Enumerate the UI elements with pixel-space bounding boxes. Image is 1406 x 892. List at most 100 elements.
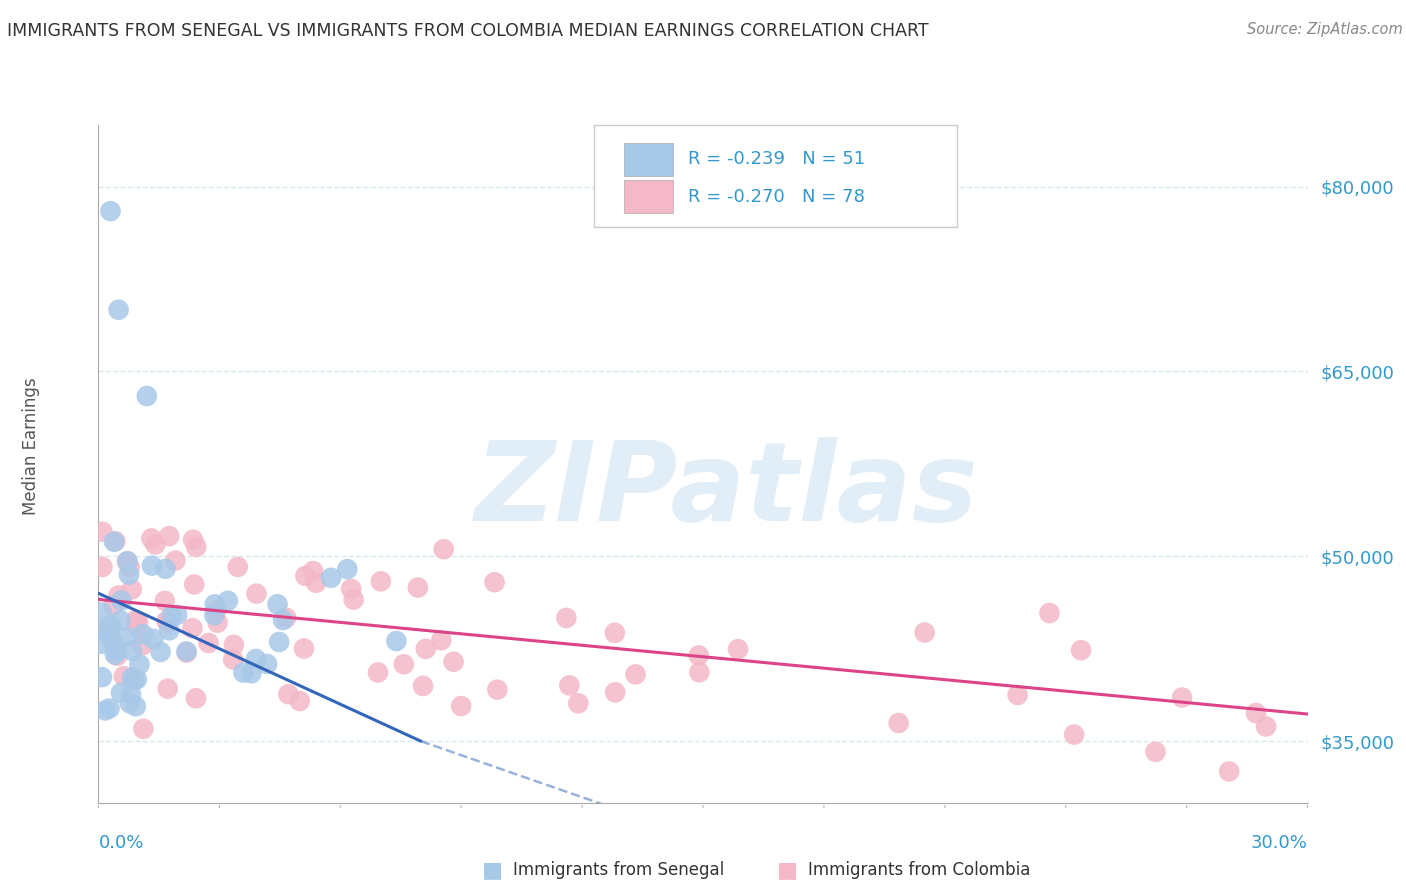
Point — [624, 667, 647, 681]
Point — [266, 597, 288, 611]
Text: R = -0.270   N = 78: R = -0.270 N = 78 — [689, 187, 865, 206]
Point — [103, 534, 125, 549]
Point — [222, 638, 245, 652]
Point — [117, 554, 139, 568]
Point — [160, 608, 183, 623]
Bar — [624, 180, 672, 213]
Point — [277, 687, 299, 701]
Point — [176, 644, 198, 658]
Point — [555, 611, 578, 625]
Point — [727, 642, 749, 657]
Point — [186, 540, 208, 554]
Point — [486, 682, 509, 697]
Point — [97, 622, 120, 636]
Point — [412, 679, 434, 693]
Text: Immigrants from Colombia: Immigrants from Colombia — [808, 861, 1031, 879]
Point — [121, 582, 143, 597]
Text: Source: ZipAtlas.com: Source: ZipAtlas.com — [1247, 22, 1403, 37]
Point — [110, 593, 132, 607]
Point — [125, 699, 148, 714]
Point — [120, 688, 142, 702]
Text: R = -0.239   N = 51: R = -0.239 N = 51 — [689, 151, 866, 169]
Point — [914, 625, 936, 640]
Point — [240, 666, 263, 681]
Point — [688, 665, 710, 680]
Bar — [624, 144, 672, 176]
Point — [305, 575, 328, 590]
Point — [370, 574, 392, 589]
Point — [392, 657, 415, 672]
Point — [156, 681, 179, 696]
Point — [91, 637, 114, 651]
Point — [292, 641, 315, 656]
Point — [131, 638, 153, 652]
Text: ■: ■ — [778, 860, 797, 880]
Point — [103, 598, 125, 612]
Point — [176, 646, 198, 660]
Point — [605, 685, 627, 699]
Point — [115, 630, 138, 644]
Text: 30.0%: 30.0% — [1251, 834, 1308, 852]
Point — [181, 621, 204, 635]
Point — [107, 589, 129, 603]
Point — [184, 691, 207, 706]
Point — [90, 606, 112, 620]
Point — [143, 537, 166, 551]
Point — [125, 619, 148, 633]
Point — [125, 613, 148, 627]
Point — [98, 701, 121, 715]
Point — [603, 625, 626, 640]
Point — [232, 665, 254, 680]
Point — [157, 624, 180, 638]
Point — [141, 558, 163, 573]
Point — [142, 632, 165, 646]
Point — [271, 613, 294, 627]
Point — [132, 722, 155, 736]
Point — [245, 586, 267, 600]
Point — [276, 611, 298, 625]
Point — [1244, 706, 1267, 720]
Point — [118, 560, 141, 574]
Point — [443, 655, 465, 669]
Point — [91, 524, 114, 539]
Point — [343, 592, 366, 607]
Point — [558, 678, 581, 692]
Point — [294, 569, 316, 583]
Point — [319, 571, 342, 585]
Point — [149, 645, 172, 659]
Point — [1038, 606, 1060, 620]
Point — [155, 614, 177, 628]
Point — [115, 555, 138, 569]
Point — [118, 567, 141, 582]
Point — [166, 607, 188, 622]
Point — [112, 669, 135, 683]
Point — [104, 534, 127, 549]
Point — [181, 533, 204, 547]
Point — [222, 652, 245, 666]
Point — [1144, 745, 1167, 759]
Point — [688, 648, 710, 663]
Point — [288, 694, 311, 708]
Point — [165, 553, 187, 567]
Point — [269, 635, 291, 649]
FancyBboxPatch shape — [595, 125, 957, 227]
Text: IMMIGRANTS FROM SENEGAL VS IMMIGRANTS FROM COLOMBIA MEDIAN EARNINGS CORRELATION : IMMIGRANTS FROM SENEGAL VS IMMIGRANTS FR… — [7, 22, 928, 40]
Point — [153, 594, 176, 608]
Point — [104, 648, 127, 662]
Point — [197, 636, 219, 650]
Point — [1063, 727, 1085, 741]
Point — [1254, 719, 1277, 733]
Point — [484, 575, 506, 590]
Text: ZIPatlas: ZIPatlas — [475, 437, 979, 544]
Point — [217, 594, 239, 608]
Point — [433, 542, 456, 557]
Text: 0.0%: 0.0% — [98, 834, 143, 852]
Point — [100, 204, 122, 219]
Point — [1070, 643, 1092, 657]
Point — [204, 608, 226, 623]
Point — [340, 582, 363, 596]
Point — [103, 636, 125, 650]
Text: Median Earnings: Median Earnings — [22, 377, 39, 515]
Point — [406, 581, 429, 595]
Point — [157, 529, 180, 543]
